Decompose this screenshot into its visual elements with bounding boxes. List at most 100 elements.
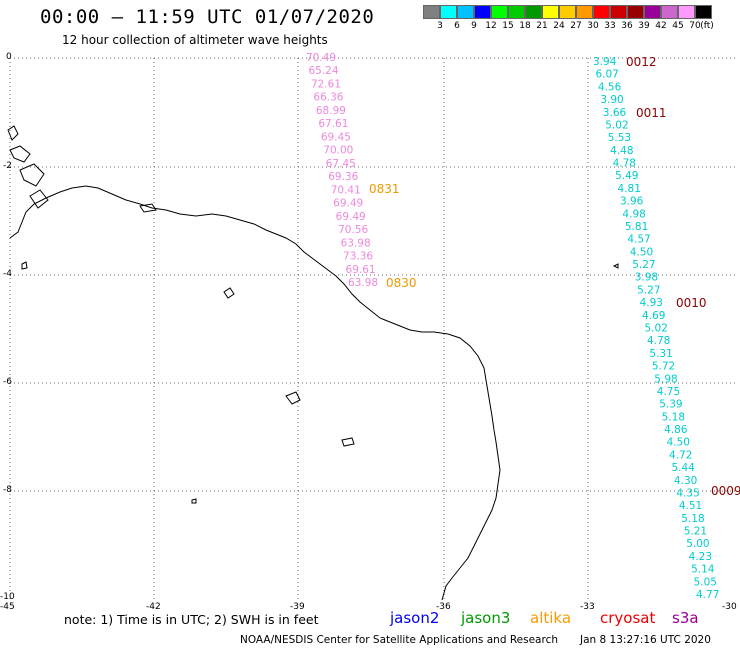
x-tick-1: -42 — [146, 602, 161, 612]
legend-swatch-10 — [593, 5, 610, 19]
legend-label-3: 12 — [485, 21, 497, 31]
y-tick-4: -8 — [3, 485, 12, 495]
jason3-swh-label: 4.77 — [696, 589, 719, 601]
cryosat-swh-label: 69.45 — [321, 131, 351, 143]
y-tick-2: -4 — [3, 269, 12, 279]
cryosat-swh-label: 72.61 — [311, 78, 341, 90]
cryosat-swh-label: 70.41 — [331, 184, 361, 196]
jason3-swh-label: 4.69 — [642, 310, 665, 322]
jason3-swh-label: 5.72 — [652, 361, 675, 373]
jason3-swh-label: 4.51 — [679, 500, 702, 512]
y-tick-5: -10 — [0, 592, 15, 602]
mission-s3a: s3a — [672, 609, 699, 627]
cryosat-swh-label: 70.56 — [338, 224, 368, 236]
small-island-e — [612, 263, 619, 269]
cryosat-swh-label: 67.61 — [318, 118, 348, 130]
mission-cryosat: cryosat — [600, 609, 656, 627]
generated-timestamp: Jan 8 13:27:16 UTC 2020 — [580, 634, 711, 646]
jason3-swh-label: 4.78 — [613, 158, 636, 170]
x-tick-3: -36 — [436, 602, 451, 612]
jason3-swh-label: 4.30 — [674, 475, 697, 487]
jason3-swh-label: 5.18 — [662, 411, 685, 423]
legend-swatch-15 — [678, 5, 695, 19]
x-tick-0: -45 — [0, 602, 15, 612]
northern-coast-islands — [7, 125, 49, 209]
mission-jason2: jason2 — [390, 609, 440, 627]
cryosat-swh-label: 68.99 — [316, 105, 346, 117]
legend-swatch-14 — [661, 5, 678, 19]
jason3-swh-label: 5.27 — [632, 259, 655, 271]
jason3-track: 3.946.074.563.903.665.025.534.484.785.49… — [593, 56, 719, 601]
legend-swatch-13 — [644, 5, 661, 19]
legend-swatch-0 — [423, 5, 440, 19]
cryosat-swh-label: 66.36 — [313, 92, 343, 104]
cryosat-swh-label: 69.49 — [333, 198, 363, 210]
legend-swatch-6 — [525, 5, 542, 19]
jason3-swh-label: 5.49 — [615, 170, 638, 182]
legend-label-14: 45 — [672, 21, 684, 31]
jason3-swh-label: 4.93 — [640, 297, 663, 309]
jason3-swh-label: 5.31 — [649, 348, 672, 360]
legend-swatch-2 — [457, 5, 474, 19]
jason3-swh-label: 4.75 — [657, 386, 680, 398]
jason3-swh-label: 5.21 — [684, 526, 707, 538]
jason3-swh-label: 5.81 — [625, 221, 648, 233]
cryosat-swh-label: 69.36 — [328, 171, 358, 183]
pass-time-label: 0010 — [676, 296, 707, 310]
legend-label-1: 6 — [454, 21, 460, 31]
small-island-a — [341, 437, 355, 447]
cryosat-swh-label: 63.98 — [341, 237, 371, 249]
legend-labels: 3 6 9 12 15 18 21 24 27 30 33 36 39 42 45 70 (ft) — [423, 19, 740, 33]
mission-jason3: jason3 — [461, 609, 511, 627]
jason3-swh-label: 5.18 — [681, 513, 704, 525]
map-subtitle: 12 hour collection of altimeter wave hei… — [62, 33, 328, 47]
lat-lon-grid — [9, 57, 736, 600]
cryosat-swh-label: 63.98 — [348, 277, 378, 289]
legend-label-15: 70 — [689, 21, 701, 31]
cryosat-swh-label: 70.00 — [323, 145, 353, 157]
legend-swatch-1 — [440, 5, 457, 19]
jason3-swh-label: 5.00 — [686, 538, 709, 550]
jason3-swh-label: 4.57 — [627, 234, 650, 246]
jason3-swh-label: 3.90 — [600, 94, 623, 106]
legend-swatch-11 — [610, 5, 627, 19]
legend-label-8: 27 — [570, 21, 582, 31]
cryosat-swh-label: 73.36 — [343, 251, 373, 263]
legend-label-4: 15 — [502, 21, 514, 31]
jason3-swh-label: 4.78 — [647, 335, 670, 347]
jason3-swh-label: 5.98 — [654, 373, 677, 385]
jason3-swh-label: 3.94 — [593, 56, 617, 68]
legend-swatch-12 — [627, 5, 644, 19]
jason3-swh-label: 4.98 — [622, 208, 645, 220]
legend-label-7: 24 — [553, 21, 565, 31]
legend-label-9: 30 — [587, 21, 599, 31]
jason3-swh-label: 5.02 — [645, 323, 668, 335]
jason3-swh-label: 4.50 — [667, 437, 690, 449]
legend-label-12: 39 — [638, 21, 650, 31]
jason3-swh-label: 3.98 — [635, 272, 658, 284]
cryosat-swh-label: 65.24 — [308, 65, 338, 77]
x-tick-4: -33 — [580, 602, 595, 612]
jason3-swh-label: 5.02 — [605, 119, 628, 131]
footer-note: note: 1) Time is in UTC; 2) SWH is in fe… — [64, 612, 319, 627]
legend-label-0: 3 — [437, 21, 443, 31]
small-island-d — [191, 498, 197, 504]
legend-swatch-9 — [576, 5, 593, 19]
fernando-de-noronha — [223, 287, 235, 299]
jason3-swh-label: 4.48 — [610, 145, 633, 157]
cryosat-swh-label: 69.61 — [346, 264, 376, 276]
x-tick-5: -30 — [722, 602, 737, 612]
jason3-swh-label: 4.72 — [669, 449, 692, 461]
y-tick-3: -6 — [3, 377, 12, 387]
credit-line: NOAA/NESDIS Center for Satellite Applica… — [240, 634, 558, 646]
jason3-swh-label: 5.53 — [608, 132, 631, 144]
legend-label-13: 42 — [655, 21, 667, 31]
coastline — [7, 125, 619, 601]
jason3-swh-label: 3.66 — [603, 107, 627, 119]
jason3-swh-label: 5.44 — [671, 462, 695, 474]
jason3-swh-label: 6.07 — [595, 69, 618, 81]
legend-label-6: 21 — [536, 21, 548, 31]
legend-swatch-4 — [491, 5, 508, 19]
